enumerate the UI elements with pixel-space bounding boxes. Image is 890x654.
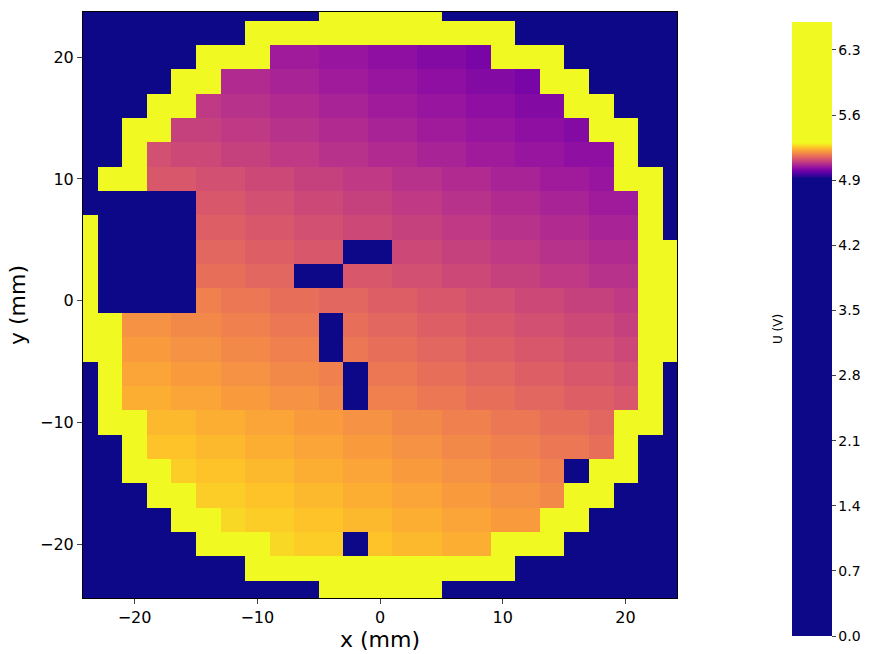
svg-text:−10: −10 — [240, 608, 274, 627]
svg-text:0: 0 — [64, 291, 74, 310]
svg-text:2.1: 2.1 — [838, 433, 860, 449]
svg-text:x (mm): x (mm) — [340, 627, 420, 652]
svg-text:0.7: 0.7 — [838, 563, 860, 579]
svg-text:3.5: 3.5 — [838, 302, 860, 318]
svg-text:2.8: 2.8 — [838, 367, 860, 383]
svg-text:4.9: 4.9 — [838, 172, 860, 188]
svg-text:U (V): U (V) — [771, 314, 785, 344]
svg-text:6.3: 6.3 — [838, 42, 860, 58]
svg-text:1.4: 1.4 — [838, 498, 860, 514]
svg-text:y (mm): y (mm) — [5, 265, 30, 345]
svg-text:10: 10 — [53, 170, 73, 189]
svg-text:20: 20 — [615, 608, 635, 627]
svg-text:20: 20 — [53, 48, 73, 67]
svg-text:−20: −20 — [40, 535, 74, 554]
svg-text:−20: −20 — [118, 608, 152, 627]
svg-text:10: 10 — [493, 608, 513, 627]
svg-text:0.0: 0.0 — [838, 628, 860, 644]
svg-text:−10: −10 — [40, 413, 74, 432]
svg-text:5.6: 5.6 — [838, 107, 860, 123]
svg-text:4.2: 4.2 — [838, 237, 860, 253]
svg-text:0: 0 — [375, 608, 385, 627]
